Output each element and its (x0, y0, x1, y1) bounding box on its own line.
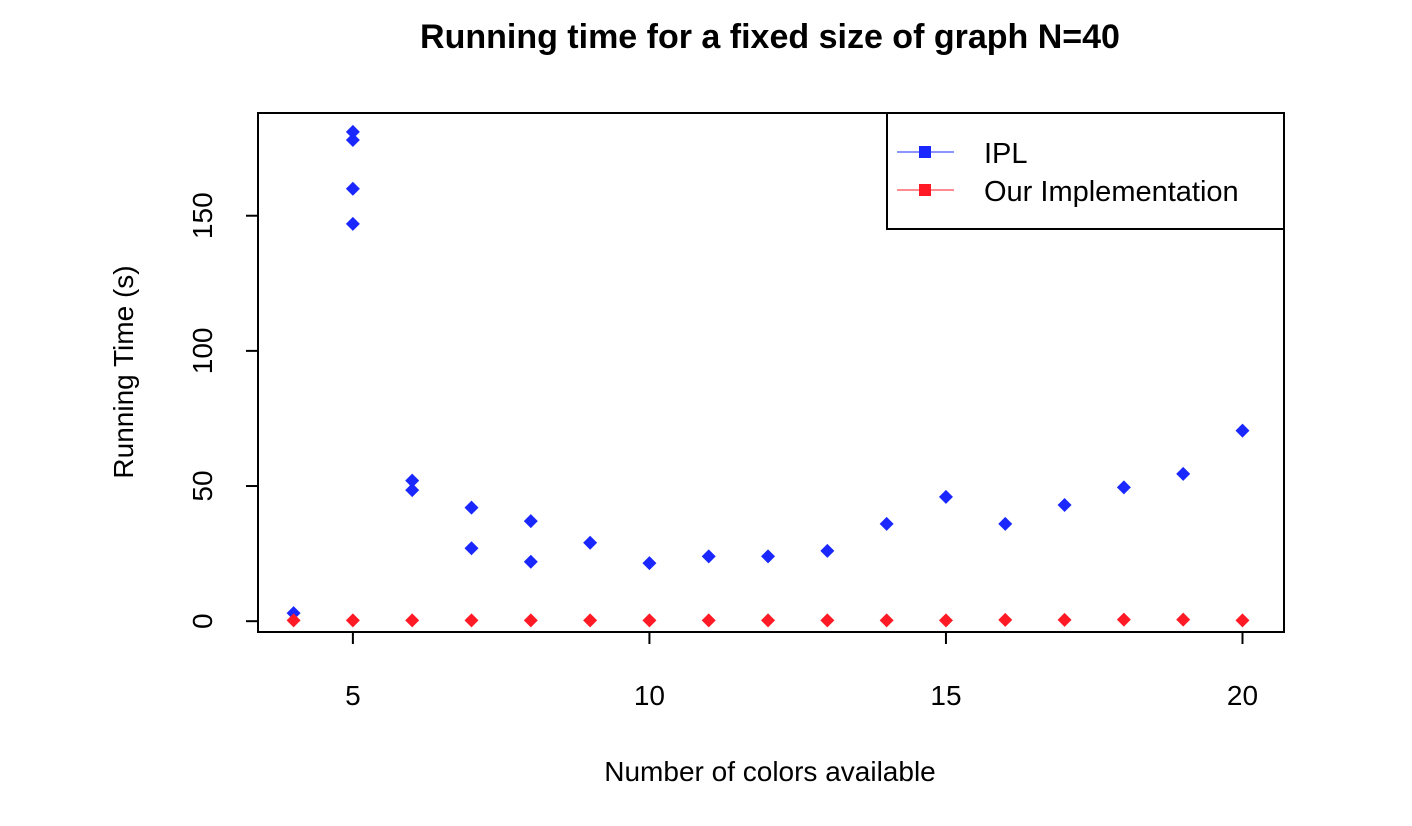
data-points (286, 124, 1250, 628)
plot-frame (257, 112, 1285, 633)
point-ipl-15 (820, 543, 835, 558)
point-our-implementation-0 (286, 613, 301, 628)
point-ipl-3 (345, 181, 360, 196)
point-ipl-5 (405, 473, 420, 488)
point-ipl-22 (1235, 423, 1250, 438)
point-ipl-8 (464, 541, 479, 556)
point-our-implementation-1 (345, 613, 360, 628)
y-axis-label: Running Time (s) (108, 265, 139, 478)
y-tick-label-100: 100 (187, 328, 218, 375)
y-tick-label-150: 150 (187, 192, 218, 239)
legend: IPL Our Implementation (886, 112, 1285, 230)
point-ipl-19 (1057, 497, 1072, 512)
point-ipl-7 (464, 500, 479, 515)
point-ipl-20 (1116, 480, 1131, 495)
point-ipl-1 (345, 124, 360, 139)
point-our-implementation-6 (642, 613, 657, 628)
x-tick-label-5: 5 (345, 680, 361, 711)
x-axis: 5 10 15 20 (345, 632, 1258, 711)
point-our-implementation-14 (1116, 612, 1131, 627)
point-our-implementation-12 (998, 612, 1013, 627)
point-ipl-18 (998, 516, 1013, 531)
point-our-implementation-16 (1235, 613, 1250, 628)
y-tick-label-0: 0 (187, 613, 218, 629)
point-ipl-16 (879, 516, 894, 531)
point-our-implementation-13 (1057, 612, 1072, 627)
point-our-implementation-2 (405, 613, 420, 628)
x-tick-label-15: 15 (930, 680, 961, 711)
legend-marker-our-implementation (919, 184, 931, 196)
y-axis: 0 50 100 150 (187, 192, 258, 629)
point-ipl-13 (701, 549, 716, 564)
point-ipl-10 (523, 554, 538, 569)
legend-label-ipl: IPL (984, 138, 1028, 170)
point-ipl-21 (1176, 466, 1191, 481)
point-ipl-0 (286, 606, 301, 621)
point-ipl-11 (583, 535, 598, 550)
point-our-implementation-11 (938, 613, 953, 628)
point-our-implementation-8 (761, 613, 776, 628)
point-our-implementation-15 (1176, 612, 1191, 627)
point-ipl-9 (523, 514, 538, 529)
point-our-implementation-7 (701, 613, 716, 628)
point-our-implementation-9 (820, 613, 835, 628)
x-axis-label: Number of colors available (604, 756, 936, 787)
point-our-implementation-3 (464, 613, 479, 628)
x-tick-label-20: 20 (1227, 680, 1258, 711)
point-our-implementation-5 (583, 613, 598, 628)
chart-title: Running time for a fixed size of graph N… (420, 18, 1120, 56)
point-ipl-2 (345, 133, 360, 148)
point-our-implementation-10 (879, 613, 894, 628)
y-tick-label-50: 50 (187, 470, 218, 501)
legend-marker-ipl (919, 146, 931, 158)
point-ipl-14 (761, 549, 776, 564)
point-ipl-12 (642, 556, 657, 571)
x-tick-label-10: 10 (634, 680, 665, 711)
point-our-implementation-4 (523, 613, 538, 628)
point-ipl-17 (938, 489, 953, 504)
point-ipl-4 (345, 216, 360, 231)
legend-label-our-implementation: Our Implementation (984, 176, 1239, 208)
point-ipl-6 (405, 483, 420, 498)
legend-box (886, 112, 1285, 230)
